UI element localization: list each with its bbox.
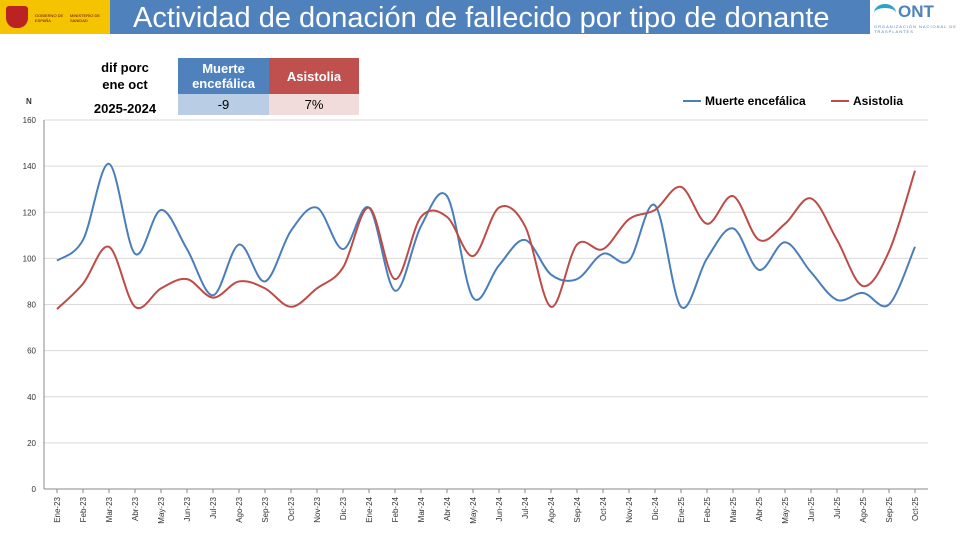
- x-tick-label: Jun-23: [183, 496, 192, 521]
- legend-item-me: Muerte encefálica: [683, 94, 806, 108]
- x-tick-label: Jul-23: [209, 496, 218, 518]
- summary-label-1: dif porc: [101, 60, 149, 75]
- summary-period: 2025-2024: [93, 101, 157, 116]
- x-tick-label: Ago-23: [235, 496, 244, 522]
- x-tick-label: Jul-24: [521, 496, 530, 518]
- x-tick-label: Oct-23: [287, 496, 296, 521]
- summary-header-me: Muerte encefálica: [178, 58, 269, 94]
- government-logo: GOBIERNO DE ESPAÑA MINISTERIO DE SANIDAD: [0, 0, 110, 34]
- legend-label: Muerte encefálica: [705, 94, 806, 108]
- y-tick-label: 100: [23, 254, 37, 263]
- legend-label: Asistolia: [853, 94, 904, 108]
- y-tick-label: 40: [27, 393, 36, 402]
- x-tick-label: Feb-23: [79, 496, 88, 522]
- x-tick-label: Ene-24: [365, 496, 374, 522]
- x-tick-label: Nov-24: [625, 496, 634, 522]
- x-tick-label: Ago-24: [547, 496, 556, 522]
- page-title: Actividad de donación de fallecido por t…: [110, 0, 870, 34]
- summary-label-2: ene oct: [102, 77, 148, 92]
- ont-name: ONT: [898, 2, 934, 21]
- x-tick-label: Ene-25: [677, 496, 686, 522]
- x-tick-label: Jun-24: [495, 496, 504, 521]
- y-tick-label: 0: [32, 485, 37, 494]
- x-tick-label: Mar-25: [729, 496, 738, 522]
- ont-wave-icon: [874, 4, 896, 22]
- legend-item-as: Asistolia: [831, 94, 903, 108]
- y-tick-label: 140: [23, 162, 37, 171]
- x-tick-label: Abr-23: [131, 496, 140, 521]
- x-tick-label: Ago-25: [859, 496, 868, 522]
- x-tick-label: May-25: [781, 496, 790, 523]
- x-tick-label: Sep-25: [885, 496, 894, 522]
- x-tick-label: Jul-25: [833, 496, 842, 518]
- y-tick-label: 80: [27, 301, 36, 310]
- gov-text: GOBIERNO DE ESPAÑA: [35, 13, 64, 23]
- series-line-asistolia: [56, 170, 916, 310]
- x-tick-label: Abr-25: [755, 496, 764, 521]
- y-axis-label: N: [26, 97, 32, 106]
- x-tick-label: Feb-25: [703, 496, 712, 522]
- x-tick-label: Abr-24: [443, 496, 452, 521]
- x-tick-label: Feb-24: [391, 496, 400, 522]
- ont-logo: ONT ORGANIZACIÓN NACIONAL DE TRASPLANTES: [870, 0, 960, 34]
- y-tick-label: 120: [23, 208, 37, 217]
- x-tick-label: May-23: [157, 496, 166, 523]
- x-tick-label: Mar-24: [417, 496, 426, 522]
- coat-of-arms-icon: [6, 6, 28, 28]
- y-tick-label: 20: [27, 439, 36, 448]
- x-tick-label: Dic-23: [339, 496, 348, 520]
- summary-value-me: -9: [178, 94, 269, 115]
- ont-subtitle: ORGANIZACIÓN NACIONAL DE TRASPLANTES: [874, 24, 957, 34]
- y-tick-label: 60: [27, 347, 36, 356]
- x-tick-label: Nov-23: [313, 496, 322, 522]
- x-tick-label: Oct-24: [599, 496, 608, 521]
- x-tick-label: Ene-23: [53, 496, 62, 522]
- summary-header-as: Asistolia: [269, 58, 359, 94]
- x-tick-label: Sep-23: [261, 496, 270, 522]
- x-tick-label: Sep-24: [573, 496, 582, 522]
- x-tick-label: Dic-24: [651, 496, 660, 520]
- x-tick-label: Mar-23: [105, 496, 114, 522]
- ministry-text: MINISTERIO DE SANIDAD: [70, 13, 101, 23]
- y-tick-label: 160: [23, 116, 37, 125]
- x-tick-label: May-24: [469, 496, 478, 523]
- summary-value-as: 7%: [269, 94, 359, 115]
- x-tick-label: Jun-25: [807, 496, 816, 521]
- x-tick-label: Oct-25: [911, 496, 920, 521]
